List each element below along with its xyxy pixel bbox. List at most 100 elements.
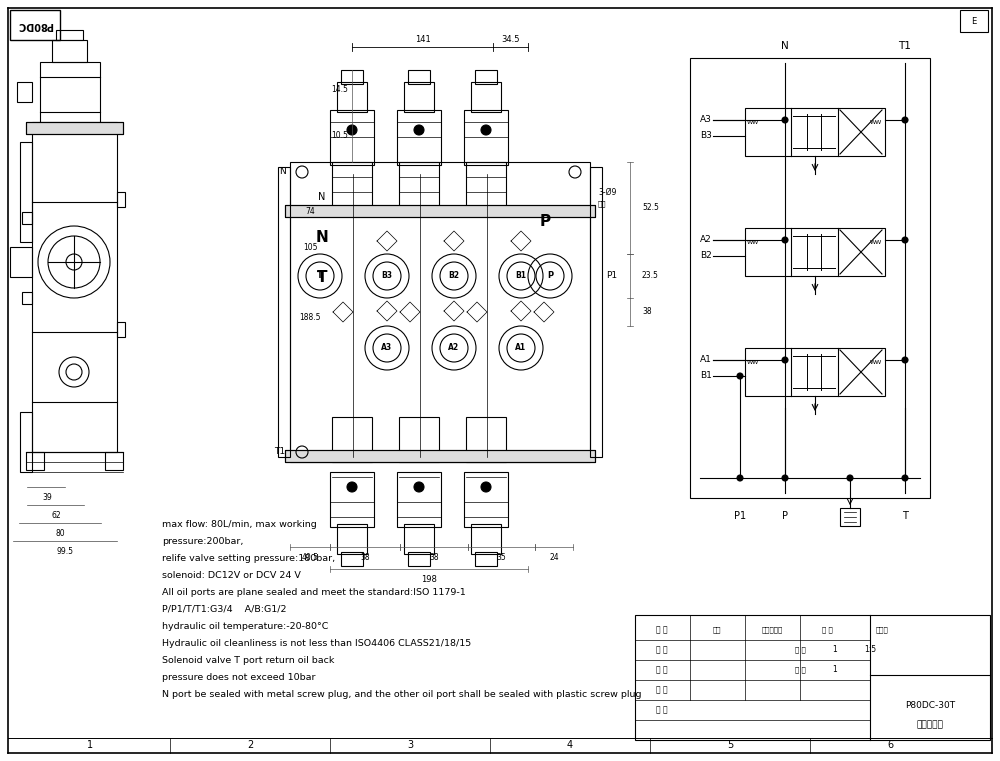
Bar bbox=[56, 30, 83, 40]
Text: 40.5: 40.5 bbox=[302, 552, 318, 562]
Bar bbox=[635, 615, 990, 740]
Text: 3-Ø9: 3-Ø9 bbox=[598, 187, 616, 196]
Bar bbox=[397, 110, 441, 165]
Text: solenoid: DC12V or DCV 24 V: solenoid: DC12V or DCV 24 V bbox=[162, 571, 301, 580]
Text: B2: B2 bbox=[700, 251, 712, 260]
Bar bbox=[22, 212, 32, 224]
Text: 80: 80 bbox=[55, 528, 65, 537]
Circle shape bbox=[782, 357, 788, 363]
Circle shape bbox=[737, 373, 743, 379]
Text: Hydraulic oil cleanliness is not less than ISO4406 CLASS21/18/15: Hydraulic oil cleanliness is not less th… bbox=[162, 639, 471, 648]
Text: 105: 105 bbox=[303, 243, 317, 251]
Text: WW: WW bbox=[870, 240, 882, 244]
Text: 3: 3 bbox=[407, 740, 413, 750]
Text: B1: B1 bbox=[516, 272, 526, 281]
Bar bbox=[26, 122, 123, 134]
Bar bbox=[52, 40, 87, 62]
Text: 1:5: 1:5 bbox=[864, 645, 876, 654]
Text: P: P bbox=[782, 511, 788, 521]
Text: 5: 5 bbox=[727, 740, 733, 750]
Text: T: T bbox=[902, 511, 908, 521]
Text: B2: B2 bbox=[448, 272, 460, 281]
Text: A1: A1 bbox=[700, 355, 712, 365]
Text: A1: A1 bbox=[515, 343, 527, 352]
Text: E: E bbox=[971, 17, 977, 26]
Text: A2: A2 bbox=[448, 343, 460, 352]
Text: 23.5: 23.5 bbox=[642, 272, 659, 281]
Circle shape bbox=[847, 475, 853, 481]
Text: max flow: 80L/min, max working: max flow: 80L/min, max working bbox=[162, 520, 317, 529]
Text: Solenoid valve T port return oil back: Solenoid valve T port return oil back bbox=[162, 656, 334, 665]
Bar bbox=[590, 167, 602, 457]
Text: N port be sealed with metal screw plug, and the other oil port shall be sealed w: N port be sealed with metal screw plug, … bbox=[162, 690, 642, 699]
Bar bbox=[408, 70, 430, 84]
Text: A3: A3 bbox=[381, 343, 393, 352]
Text: 1: 1 bbox=[87, 740, 93, 750]
Bar bbox=[464, 110, 508, 165]
Bar bbox=[466, 417, 506, 462]
Text: 35: 35 bbox=[497, 552, 506, 562]
Text: 1: 1 bbox=[833, 645, 837, 654]
Circle shape bbox=[782, 117, 788, 123]
Bar bbox=[20, 412, 32, 472]
Bar bbox=[745, 108, 885, 156]
Bar bbox=[290, 162, 590, 462]
Bar bbox=[26, 122, 123, 134]
Bar bbox=[17, 82, 32, 102]
Circle shape bbox=[782, 237, 788, 243]
Bar bbox=[397, 472, 441, 527]
Circle shape bbox=[414, 482, 424, 492]
Bar bbox=[399, 162, 439, 207]
Text: 4: 4 bbox=[567, 740, 573, 750]
Bar bbox=[466, 162, 506, 207]
Bar bbox=[278, 167, 290, 457]
Text: 签 名: 签 名 bbox=[822, 627, 832, 633]
Text: P80DC: P80DC bbox=[17, 20, 53, 30]
Bar bbox=[337, 524, 367, 554]
Bar bbox=[332, 162, 372, 207]
Text: 2: 2 bbox=[247, 740, 253, 750]
Text: T: T bbox=[317, 269, 327, 285]
Text: WW: WW bbox=[747, 240, 759, 244]
Text: T: T bbox=[317, 272, 323, 281]
Text: A3: A3 bbox=[700, 116, 712, 125]
Text: WW: WW bbox=[870, 119, 882, 125]
Text: 更改文件号: 更改文件号 bbox=[761, 627, 783, 633]
Bar bbox=[341, 70, 363, 84]
Text: P1: P1 bbox=[734, 511, 746, 521]
Text: 通孔: 通孔 bbox=[598, 201, 606, 207]
Text: hydraulic oil temperature:-20-80°C: hydraulic oil temperature:-20-80°C bbox=[162, 622, 328, 631]
Text: 34.5: 34.5 bbox=[501, 34, 520, 43]
Text: 批 准: 批 准 bbox=[656, 705, 668, 715]
Circle shape bbox=[902, 237, 908, 243]
Bar bbox=[285, 450, 595, 462]
Circle shape bbox=[737, 475, 743, 481]
Circle shape bbox=[481, 125, 491, 135]
Bar bbox=[117, 322, 125, 337]
Circle shape bbox=[481, 482, 491, 492]
Bar bbox=[40, 62, 100, 124]
Bar bbox=[475, 70, 497, 84]
Text: N: N bbox=[781, 41, 789, 51]
Circle shape bbox=[347, 125, 357, 135]
Text: 39: 39 bbox=[42, 492, 52, 501]
Text: 6: 6 bbox=[887, 740, 893, 750]
Bar bbox=[22, 292, 32, 304]
Text: 设 计: 设 计 bbox=[656, 645, 668, 654]
Bar bbox=[399, 417, 439, 462]
Circle shape bbox=[902, 117, 908, 123]
Text: 14.5: 14.5 bbox=[332, 85, 348, 94]
Bar bbox=[471, 524, 501, 554]
Bar bbox=[10, 247, 32, 277]
Text: P80DC-30T: P80DC-30T bbox=[905, 700, 955, 709]
Bar bbox=[285, 205, 595, 217]
Circle shape bbox=[782, 475, 788, 481]
Bar bbox=[404, 524, 434, 554]
Text: 年月日: 年月日 bbox=[876, 627, 888, 633]
Text: 38: 38 bbox=[429, 552, 439, 562]
Text: T1: T1 bbox=[899, 41, 911, 51]
Circle shape bbox=[902, 357, 908, 363]
Bar bbox=[471, 82, 501, 112]
Text: 62: 62 bbox=[51, 511, 61, 520]
Text: N: N bbox=[279, 167, 285, 177]
